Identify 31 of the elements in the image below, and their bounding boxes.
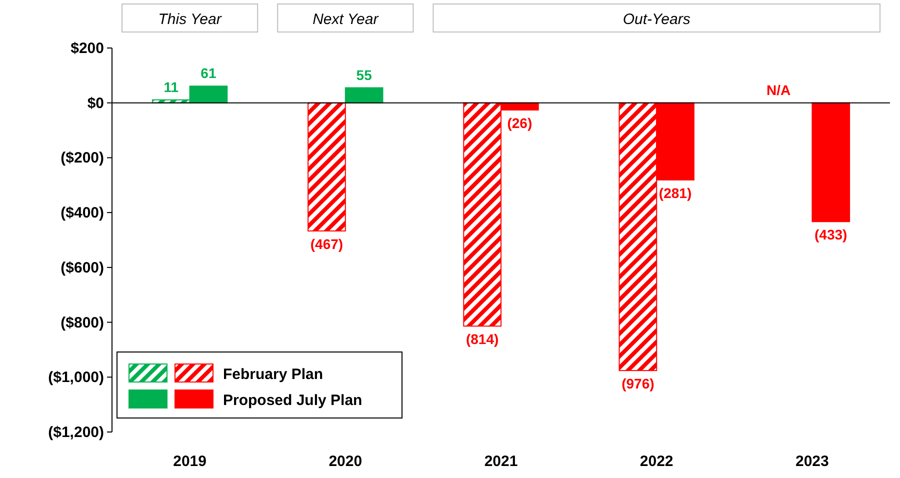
legend-label: February Plan	[223, 366, 324, 383]
text: N/A	[766, 82, 791, 98]
y-tick-label: $200	[70, 40, 104, 57]
x-tick-label: 2022	[640, 453, 674, 470]
data-label: (976)	[622, 376, 654, 392]
text: Next Year	[312, 11, 380, 28]
data-label: (433)	[814, 226, 848, 243]
legend-label: Proposed July Plan	[223, 392, 362, 409]
y-tick-label: ($1,200)	[48, 424, 104, 441]
data-label: 55	[356, 66, 372, 83]
data-label: (281)	[658, 184, 692, 201]
y-tick-label: ($600)	[60, 259, 104, 276]
x-tick-label: 2021	[484, 453, 518, 470]
text: This Year	[158, 11, 222, 28]
bar	[308, 102, 346, 232]
data-label: (26)	[507, 114, 532, 131]
x-tick-label: 2020	[328, 453, 362, 470]
bar	[344, 87, 384, 104]
data-label: 61	[200, 65, 216, 82]
x-tick-label: 2023	[796, 453, 829, 470]
text: Out-Years	[622, 11, 691, 28]
y-tick-label: $0	[87, 94, 104, 112]
y-tick-label: ($200)	[60, 150, 104, 167]
y-tick-label: ($800)	[60, 314, 104, 332]
y-tick-label: ($1,000)	[48, 369, 104, 386]
y-tick-label: ($400)	[60, 204, 104, 222]
x-tick-label: 2019	[173, 453, 206, 470]
data-label: (467)	[310, 236, 344, 252]
bar	[812, 102, 850, 222]
data-label: 11	[164, 78, 179, 95]
data-label: (814)	[466, 331, 499, 348]
